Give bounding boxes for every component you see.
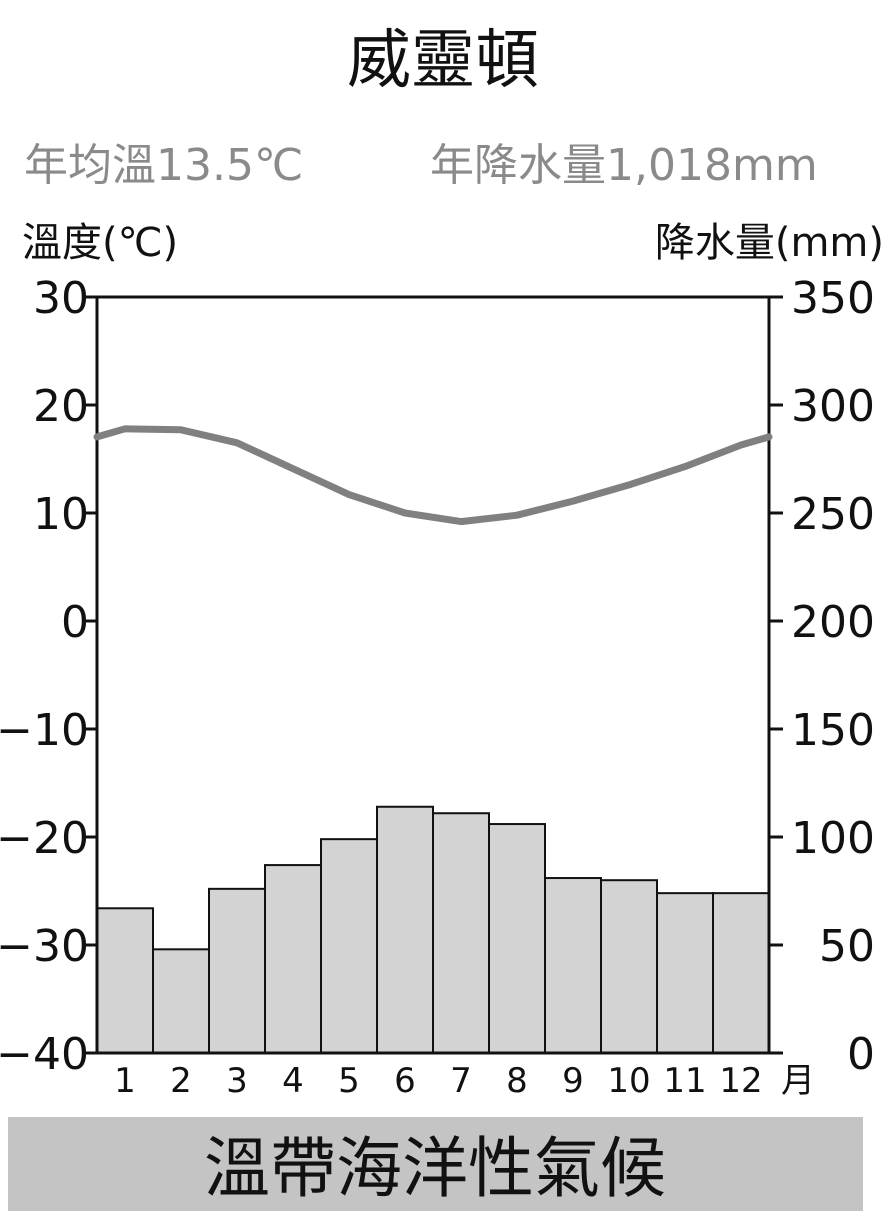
temperature-tick-label: 30 xyxy=(33,273,89,324)
temperature-tick-label: 20 xyxy=(33,381,89,432)
precipitation-bar xyxy=(712,892,770,1054)
precipitation-tick-label: 250 xyxy=(791,489,875,540)
precipitation-bar xyxy=(656,892,714,1054)
precipitation-tick-label: 50 xyxy=(819,921,875,972)
annual-precipitation-summary: 年降水量1,018mm xyxy=(430,140,818,191)
precipitation-tick-label: 300 xyxy=(791,381,875,432)
axis-ticks xyxy=(83,295,783,1055)
temperature-line xyxy=(93,425,773,526)
month-tick-label: 12 xyxy=(719,1061,762,1101)
temperature-tick-label: −20 xyxy=(0,813,89,864)
precipitation-bar xyxy=(376,805,434,1055)
month-tick-label: 8 xyxy=(506,1061,528,1101)
plot-frame xyxy=(95,295,771,1055)
precipitation-bar xyxy=(432,812,490,1054)
precipitation-bar xyxy=(96,907,154,1055)
precipitation-bars xyxy=(96,805,770,1055)
precipitation-tick-label: 150 xyxy=(791,705,875,756)
temperature-tick-label: 10 xyxy=(33,489,89,540)
annual-temperature-summary: 年均溫13.5℃ xyxy=(24,140,303,191)
month-unit-label: 月 xyxy=(781,1061,815,1101)
month-tick-label: 2 xyxy=(170,1061,192,1101)
month-tick-label: 9 xyxy=(562,1061,584,1101)
precipitation-bar xyxy=(488,823,546,1054)
month-tick-label: 10 xyxy=(607,1061,650,1101)
precipitation-bar xyxy=(320,838,378,1054)
precipitation-tick-label: 0 xyxy=(847,1029,875,1080)
precipitation-bar xyxy=(152,948,210,1055)
precipitation-bar xyxy=(208,887,266,1055)
temperature-tick-label: 0 xyxy=(61,597,89,648)
climate-type-band xyxy=(8,1117,863,1211)
month-tick-label: 6 xyxy=(394,1061,416,1101)
month-tick-label: 4 xyxy=(282,1061,304,1101)
axis-labels: 3020100−10−20−30−40350300250200150100500… xyxy=(0,273,875,1101)
precipitation-bar xyxy=(544,877,602,1054)
temperature-tick-label: −40 xyxy=(0,1029,89,1080)
climate-type-label: 溫帶海洋性氣候 xyxy=(204,1130,666,1207)
chart-title: 威靈頓 xyxy=(347,24,539,98)
temperature-axis-title: 溫度(℃) xyxy=(22,220,178,266)
temperature-tick-label: −30 xyxy=(0,921,89,972)
precipitation-tick-label: 200 xyxy=(791,597,875,648)
month-tick-label: 1 xyxy=(114,1061,136,1101)
precipitation-bar xyxy=(600,879,658,1055)
precipitation-axis-title: 降水量(mm) xyxy=(655,220,884,266)
month-tick-label: 7 xyxy=(450,1061,472,1101)
precipitation-tick-label: 100 xyxy=(791,813,875,864)
precipitation-bar xyxy=(264,864,322,1055)
temperature-tick-label: −10 xyxy=(0,705,89,756)
month-tick-label: 3 xyxy=(226,1061,248,1101)
month-tick-label: 11 xyxy=(663,1061,706,1101)
precipitation-tick-label: 350 xyxy=(791,273,875,324)
month-tick-label: 5 xyxy=(338,1061,360,1101)
